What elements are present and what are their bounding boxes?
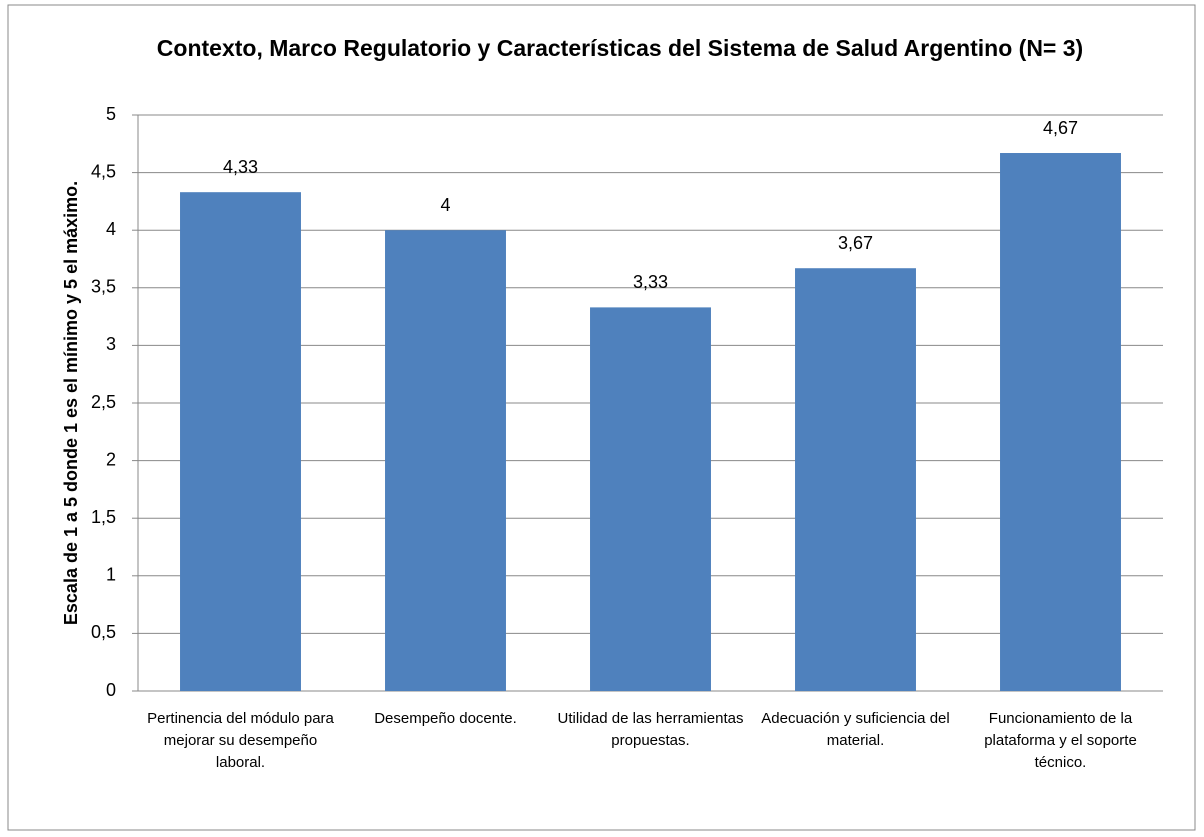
y-tick-label: 0 — [106, 680, 116, 700]
y-tick-label: 3 — [106, 334, 116, 354]
chart-border — [7, 4, 1196, 831]
data-label: 3,67 — [838, 233, 873, 253]
bar — [795, 268, 916, 691]
bar — [1000, 153, 1121, 692]
data-label: 4 — [440, 195, 450, 215]
x-tick-label: Desempeño docente. — [374, 710, 517, 727]
y-tick-label: 2,5 — [91, 392, 116, 412]
y-tick-label: 4,5 — [91, 161, 116, 181]
data-label: 4,67 — [1043, 118, 1078, 138]
bar — [590, 307, 711, 691]
x-tick-label: Funcionamiento de la plataforma y el sop… — [984, 710, 1137, 771]
y-axis-label: Escala de 1 a 5 donde 1 es el mínimo y 5… — [61, 181, 81, 625]
bar — [180, 192, 301, 691]
y-tick-label: 5 — [106, 104, 116, 124]
x-tick-label: Utilidad de las herramientas propuestas. — [557, 710, 744, 749]
y-tick-label: 4 — [106, 219, 116, 239]
y-tick-label: 1 — [106, 565, 116, 585]
data-label: 3,33 — [633, 272, 668, 292]
y-tick-label: 2 — [106, 449, 116, 469]
x-tick-label: Adecuación y suficiencia del material. — [761, 710, 950, 749]
bar — [385, 230, 506, 691]
y-tick-label: 1,5 — [91, 507, 116, 527]
data-label: 4,33 — [223, 157, 258, 177]
chart-title: Contexto, Marco Regulatorio y Caracterís… — [156, 35, 1084, 61]
y-tick-label: 3,5 — [91, 277, 116, 297]
x-tick-label: Pertinencia del módulo para mejorar su d… — [147, 710, 334, 771]
y-tick-label: 0,5 — [91, 622, 116, 642]
